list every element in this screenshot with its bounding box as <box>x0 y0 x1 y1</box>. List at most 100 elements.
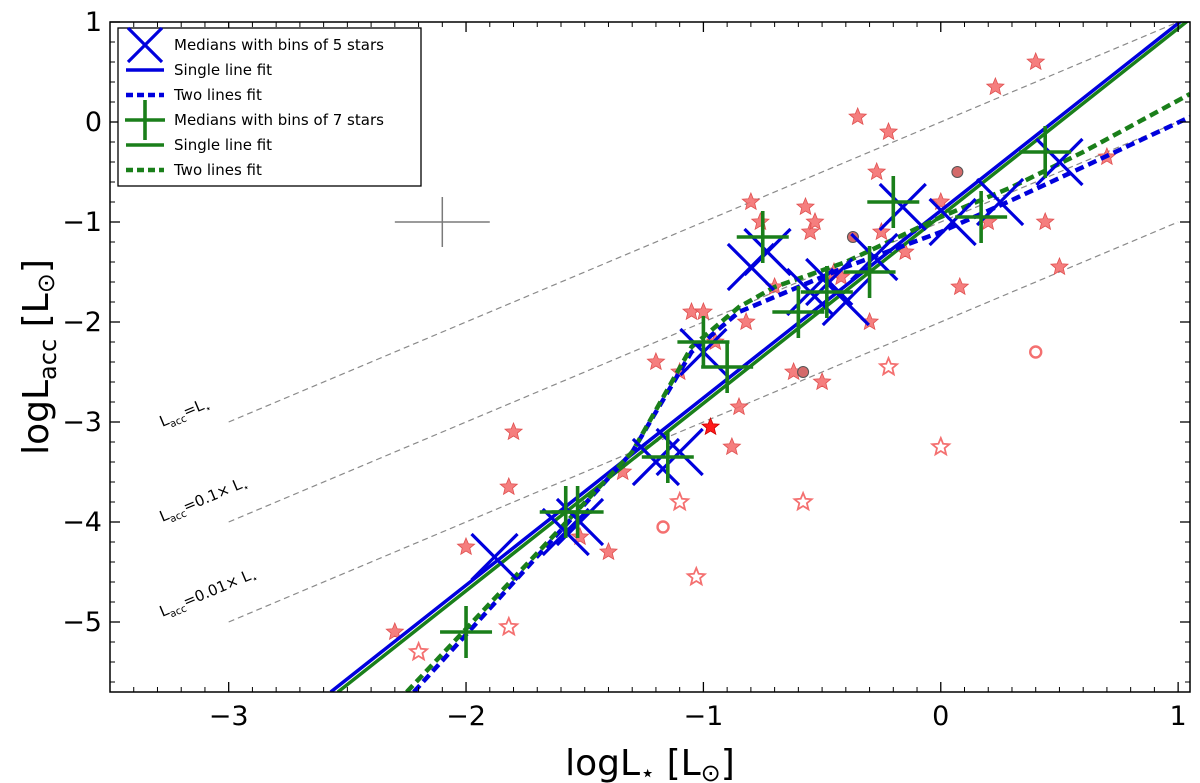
star-filled-point <box>503 421 524 441</box>
star-filled-point <box>848 106 868 126</box>
legend-label: Single line fit <box>174 136 272 154</box>
legend: Medians with bins of 5 stars Single line … <box>117 26 422 187</box>
data-points-layer <box>385 51 1117 662</box>
median-5-stars-marker <box>805 257 854 307</box>
y-tick-label: −1 <box>62 207 102 238</box>
star-open-point <box>497 615 520 637</box>
circle-filled-point <box>797 366 810 378</box>
median-7-stars-marker <box>641 431 694 483</box>
legend-entry: Two lines fit <box>126 86 262 104</box>
legend-box <box>117 27 422 187</box>
y-tick-label: −2 <box>62 307 102 338</box>
single-line-fit-green <box>336 22 1190 692</box>
y-tick-label: 1 <box>85 7 102 38</box>
median-7-stars-marker <box>440 606 493 658</box>
y-tick-label: −3 <box>62 407 102 438</box>
legend-entry: Medians with bins of 7 stars <box>125 100 384 140</box>
reference-line-0 <box>228 22 1179 423</box>
star-open-point <box>668 490 691 512</box>
x-tick-label: 1 <box>1170 701 1187 732</box>
legend-label: Two lines fit <box>173 86 262 104</box>
star-open-point <box>792 490 815 512</box>
legend-label: Medians with bins of 7 stars <box>174 111 384 129</box>
fit-lines-layer <box>329 22 1190 692</box>
star-open-point <box>685 565 708 587</box>
legend-entry: Single line fit <box>126 136 272 154</box>
star-filled-point <box>750 211 770 231</box>
star-filled-point <box>741 191 761 211</box>
star-filled-point <box>1035 211 1055 231</box>
x-tick-label: −2 <box>446 701 486 732</box>
star-filled-point <box>1049 256 1070 276</box>
x-tick-label: −3 <box>209 701 249 732</box>
plot-frame <box>109 21 1191 693</box>
star-filled-point <box>1026 51 1046 71</box>
x-axis-title: logL⋆ [L⊙] <box>565 743 735 783</box>
star-filled-point <box>646 351 666 371</box>
legend-label: Single line fit <box>174 61 272 79</box>
star-filled-point <box>950 276 970 296</box>
reference-label-0: Lacc=L⋆ <box>157 394 214 434</box>
median-5-stars-marker <box>821 277 870 327</box>
median-7-stars-marker <box>843 246 896 298</box>
reference-label-1: Lacc=0.1× L⋆ <box>157 473 252 529</box>
median-5-stars-marker <box>631 437 681 487</box>
star-filled-point <box>878 121 899 141</box>
reference-line-2 <box>228 221 1179 623</box>
median-5-stars-marker <box>928 197 977 247</box>
legend-x-marker-icon <box>126 26 164 64</box>
median-7-stars-marker <box>800 266 853 318</box>
star-filled-point <box>729 396 749 416</box>
star-filled-point <box>985 76 1005 96</box>
x-tick-label: 0 <box>932 701 949 732</box>
star-filled-point <box>570 526 590 546</box>
star-filled-point <box>800 221 820 241</box>
star-filled-point <box>805 211 825 231</box>
median-markers-layer <box>440 126 1084 658</box>
median-7-stars-marker <box>677 316 730 368</box>
star-filled-point <box>722 436 742 456</box>
median-7-stars-marker <box>1019 126 1072 178</box>
star-open-point <box>407 640 430 662</box>
star-filled-point <box>871 221 892 241</box>
legend-entry: Single line fit <box>126 61 272 79</box>
median-5-stars-marker <box>878 182 927 232</box>
star-open-point <box>929 435 952 457</box>
median-5-stars-marker <box>470 532 519 582</box>
star-filled-point <box>795 196 816 216</box>
star-filled-point <box>385 621 405 641</box>
circle-open-point <box>656 520 670 534</box>
legend-entry: Two lines fit <box>126 161 262 179</box>
x-tick-label: −1 <box>684 701 724 732</box>
star-filled-point <box>812 371 832 391</box>
star-bright-point <box>700 416 721 436</box>
y-tick-label: −5 <box>62 607 102 638</box>
star-open-point <box>877 355 900 377</box>
median-7-stars-marker <box>701 341 754 393</box>
reference-label-2: Lacc=0.01× L⋆ <box>157 564 260 623</box>
star-filled-point <box>499 476 519 496</box>
legend-label: Medians with bins of 5 stars <box>174 36 384 54</box>
y-axis-title: logLacc [L⊙] <box>16 259 62 455</box>
median-7-stars-marker <box>772 286 825 338</box>
circle-open-point <box>1029 345 1043 359</box>
two-lines-fit-green <box>405 92 1190 692</box>
star-filled-point <box>456 536 476 556</box>
median-7-stars-marker <box>736 211 789 263</box>
y-tick-label: 0 <box>85 107 102 138</box>
legend-label: Two lines fit <box>173 161 262 179</box>
star-filled-point <box>736 311 756 331</box>
circle-filled-point <box>951 166 964 178</box>
y-tick-label: −4 <box>62 507 102 538</box>
two-lines-fit-blue <box>412 114 1190 692</box>
median-7-stars-marker <box>955 191 1008 243</box>
median-7-stars-marker <box>867 176 920 228</box>
single-line-fit-blue <box>329 22 1183 692</box>
star-filled-point <box>867 161 887 181</box>
median-7-stars-marker <box>551 486 604 538</box>
star-filled-point <box>598 541 619 561</box>
median-5-stars-marker <box>1035 137 1084 187</box>
legend-entry: Medians with bins of 5 stars <box>126 26 384 64</box>
median-5-stars-marker <box>655 427 704 477</box>
